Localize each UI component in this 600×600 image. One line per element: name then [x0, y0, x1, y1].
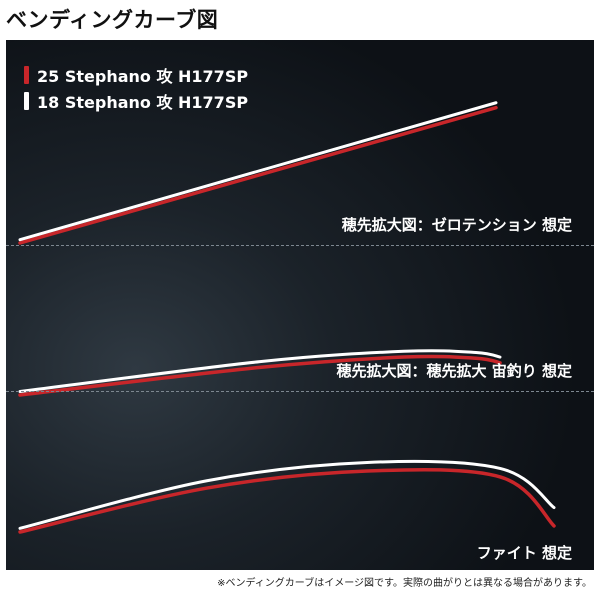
- curve-2-series-18-white: [18, 349, 502, 394]
- legend-label: 18 Stephano 攻 H177SP: [37, 93, 249, 112]
- scenario-label-fight: ファイト 想定: [476, 544, 572, 562]
- page-title: ベンディングカーブ図: [6, 8, 219, 32]
- legend-swatch-white: [24, 92, 29, 110]
- divider-1: [6, 245, 594, 246]
- legend: 25 Stephano 攻 H177SP 18 Stephano 攻 H177S…: [24, 62, 248, 114]
- curve-3-series-18-white: [18, 459, 556, 530]
- scenario-label-suspended: 穂先拡大図：穂先拡大 宙釣り 想定: [336, 362, 572, 380]
- scenario-label-zero-tension: 穂先拡大図：ゼロテンション 想定: [341, 216, 572, 234]
- legend-swatch-red: [24, 66, 29, 84]
- footnote: ※ベンディングカーブはイメージ図です。実際の曲がりとは異なる場合があります。: [217, 578, 592, 589]
- curve-1-series-25-red: [18, 105, 498, 245]
- curve-2-series-25-red: [18, 354, 502, 397]
- curve-1-series-18-white: [18, 101, 498, 242]
- bending-curve-panel: 25 Stephano 攻 H177SP 18 Stephano 攻 H177S…: [6, 40, 594, 570]
- bending-curves-svg: [18, 101, 556, 534]
- divider-2: [6, 391, 594, 392]
- legend-item-25-stephano: 25 Stephano 攻 H177SP: [24, 62, 248, 88]
- legend-item-18-stephano: 18 Stephano 攻 H177SP: [24, 88, 248, 114]
- curve-3-series-25-red: [18, 467, 556, 534]
- legend-label: 25 Stephano 攻 H177SP: [37, 67, 249, 86]
